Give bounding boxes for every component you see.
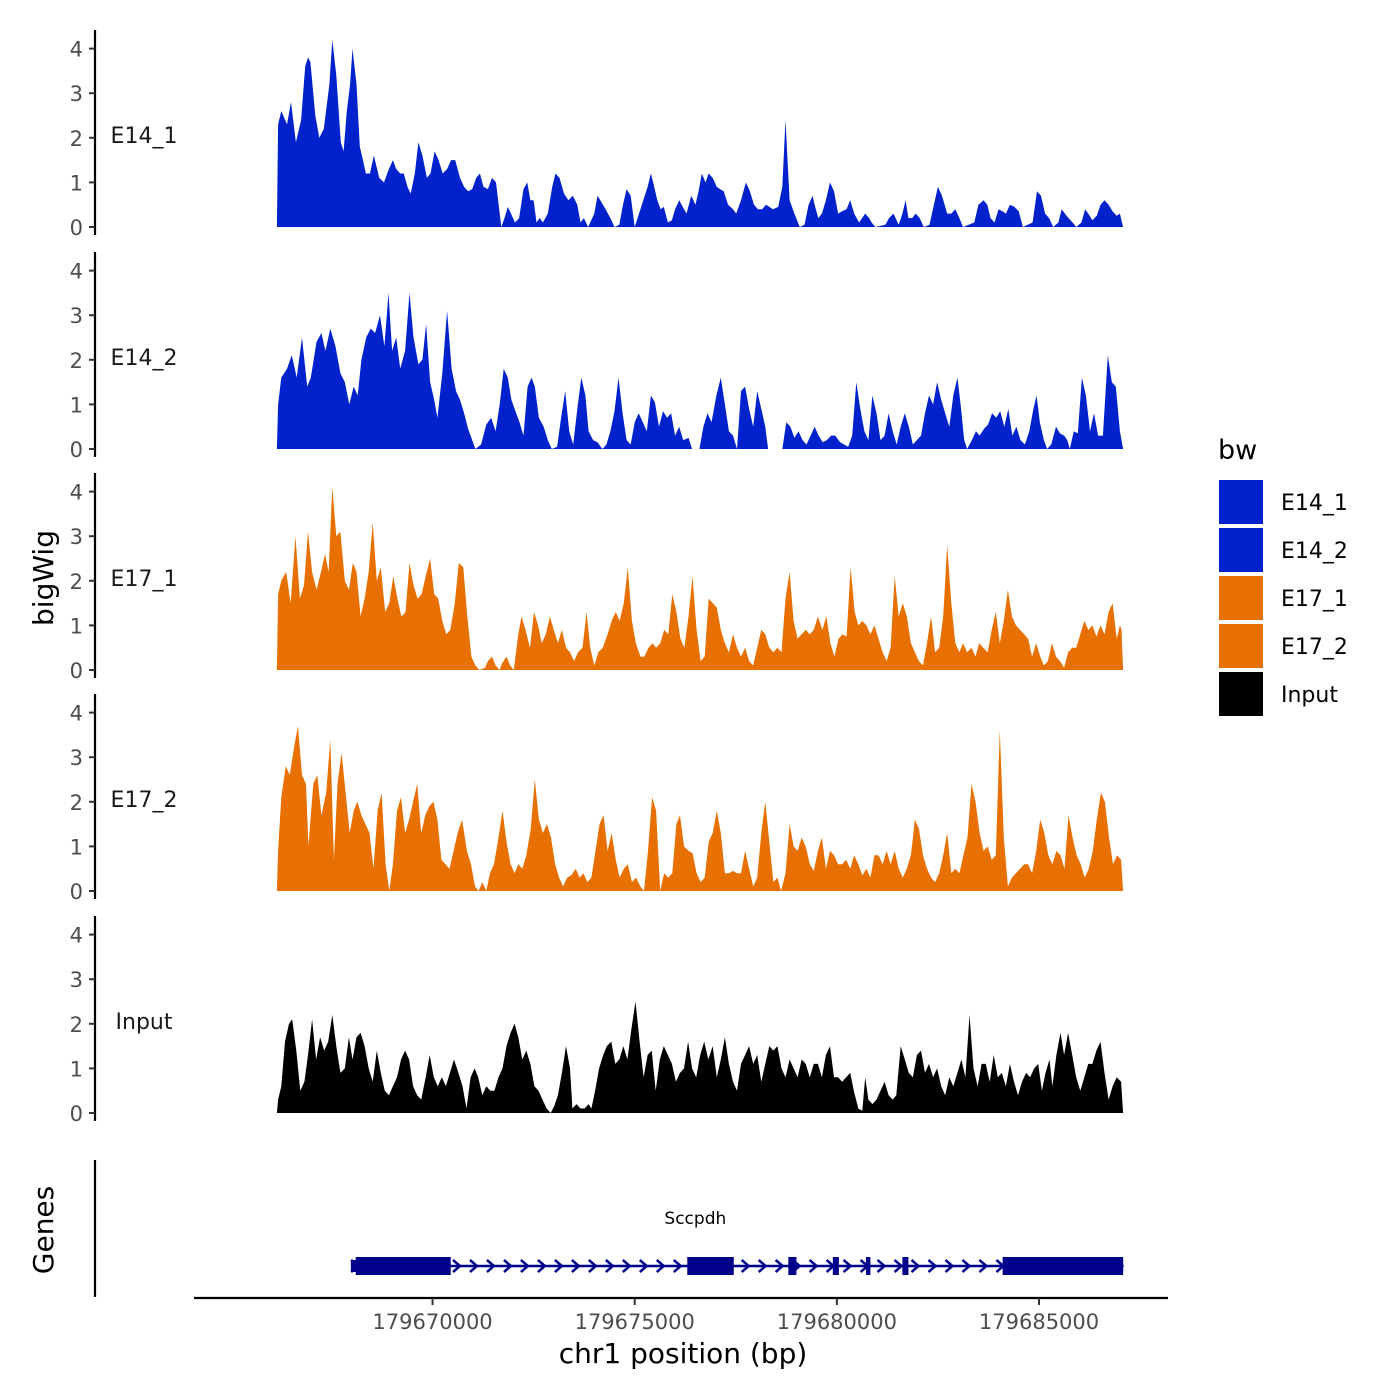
strand-arrow: [944, 1259, 955, 1273]
x-tick-label: 179680000: [777, 1310, 897, 1334]
y-tick-label: 1: [70, 1057, 83, 1081]
strand-arrow: [503, 1259, 513, 1273]
strand-arrow: [774, 1259, 785, 1273]
gene-label: Sccpdh: [664, 1209, 726, 1229]
strand-arrow: [808, 1259, 819, 1273]
strand-arrow: [588, 1259, 598, 1273]
strand-arrow: [740, 1259, 751, 1273]
strand-arrow: [842, 1259, 853, 1273]
track-label: E17_1: [111, 567, 178, 592]
legend: bw E14_1 E14_2 E17_1 E17_2 Input: [1218, 435, 1348, 716]
legend-key-E17_2: [1219, 624, 1263, 668]
track-label: E17_2: [111, 788, 178, 813]
gene-exon: [865, 1257, 871, 1275]
y-tick-label: 4: [70, 924, 83, 948]
signal-area-E17_1: [276, 487, 1124, 670]
y-tick-label: 2: [70, 127, 83, 151]
y-tick-label: 2: [70, 791, 83, 815]
strand-arrow: [638, 1259, 649, 1273]
genes-axis-title: Genes: [27, 1186, 60, 1274]
strand-arrow: [621, 1259, 632, 1273]
strand-arrow: [927, 1259, 938, 1273]
strand-arrow: [605, 1259, 615, 1273]
x-axis-title: chr1 position (bp): [559, 1337, 808, 1370]
y-tick-label: 0: [70, 438, 83, 462]
legend-label-E17_1: E17_1: [1281, 587, 1348, 612]
legend-key-Input: [1219, 672, 1263, 716]
legend-key-E17_1: [1219, 576, 1263, 620]
y-tick-label: 3: [70, 304, 83, 328]
strand-arrow: [757, 1259, 768, 1273]
y-tick-label: 4: [70, 481, 83, 505]
signal-area-Input: [276, 1001, 1124, 1113]
x-tick-label: 179685000: [979, 1310, 1099, 1334]
strand-arrow: [876, 1259, 887, 1273]
legend-key-E14_2: [1219, 528, 1263, 572]
y-tick-label: 1: [70, 614, 83, 638]
y-tick-label: 1: [70, 835, 83, 859]
strand-arrow: [571, 1259, 581, 1273]
gene-exon: [788, 1257, 797, 1275]
gene-utr: [350, 1260, 366, 1272]
signal-area-E14_1: [276, 39, 1124, 228]
track-E17_1: 0 1 2 3 4 E17_1: [70, 473, 1124, 683]
y-tick-label: 3: [70, 746, 83, 770]
x-tick-label: 179675000: [575, 1310, 695, 1334]
y-tick-label: 3: [70, 968, 83, 992]
strand-arrow: [978, 1259, 989, 1273]
genes-layer: Sccpdh: [93, 1160, 1125, 1297]
gene-utr: [1087, 1260, 1124, 1272]
track-label: E14_2: [111, 346, 178, 371]
legend-label-E17_2: E17_2: [1281, 635, 1348, 660]
legend-label-E14_2: E14_2: [1281, 539, 1348, 564]
y-tick-label: 2: [70, 349, 83, 373]
gene-exon: [832, 1257, 839, 1275]
y-axis-title: bigWig: [27, 530, 60, 626]
strand-arrow: [537, 1259, 547, 1273]
track-label: E14_1: [111, 124, 178, 149]
strand-arrow: [469, 1259, 479, 1273]
strand-arrow: [554, 1259, 564, 1273]
y-tick-label: 4: [70, 702, 83, 726]
y-tick-label: 4: [70, 38, 83, 62]
y-tick-label: 0: [70, 216, 83, 240]
y-tick-label: 0: [70, 880, 83, 904]
y-tick-label: 2: [70, 570, 83, 594]
strand-arrow: [910, 1259, 921, 1273]
track-E14_2: 0 1 2 3 4 E14_2: [70, 252, 1124, 462]
y-tick-label: 0: [70, 1102, 83, 1126]
strand-arrow: [655, 1259, 666, 1273]
legend-label-E14_1: E14_1: [1281, 491, 1348, 516]
gene-exon: [902, 1257, 909, 1275]
gene-exon: [687, 1257, 734, 1275]
x-axis: 179670000 179675000 179680000 179685000: [194, 1296, 1168, 1334]
strand-arrow: [893, 1259, 904, 1273]
track-E14_1: 0 1 2 3 4 E14_1: [70, 30, 1124, 240]
legend-title: bw: [1218, 435, 1257, 466]
strand-arrow: [486, 1259, 496, 1273]
track-E17_2: 0 1 2 3 4 E17_2: [70, 694, 1124, 904]
strand-arrow: [452, 1259, 462, 1273]
y-tick-label: 4: [70, 260, 83, 284]
y-tick-label: 1: [70, 393, 83, 417]
y-tick-label: 2: [70, 1013, 83, 1037]
y-tick-label: 1: [70, 171, 83, 195]
track-Input: 0 1 2 3 4 Input: [70, 916, 1124, 1126]
y-tick-label: 3: [70, 525, 83, 549]
legend-label-Input: Input: [1281, 683, 1338, 708]
x-tick-label: 179670000: [372, 1310, 492, 1334]
gene-exon: [355, 1257, 451, 1275]
legend-key-E14_1: [1219, 480, 1263, 524]
tracks-layer: 0 1 2 3 4 E14_1 0 1 2 3 4 E14_2 0 1 2 3 4 E17_1 0 1 2 3 4 E17_2…: [70, 30, 1124, 1126]
strand-arrow: [520, 1259, 530, 1273]
signal-area-E14_2: [276, 292, 1124, 449]
y-tick-label: 3: [70, 82, 83, 106]
strand-arrow: [672, 1259, 683, 1273]
signal-area-E17_2: [276, 726, 1124, 891]
y-tick-label: 0: [70, 659, 83, 683]
track-label: Input: [116, 1010, 173, 1035]
strand-arrow: [961, 1259, 972, 1273]
